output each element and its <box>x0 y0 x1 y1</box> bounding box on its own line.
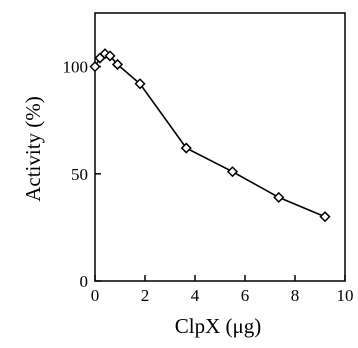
x-tick-label: 0 <box>91 286 100 305</box>
y-tick-label: 100 <box>63 58 89 77</box>
x-tick-label: 2 <box>141 286 150 305</box>
y-axis-label: Activity (%) <box>21 96 45 202</box>
data-point <box>273 191 285 203</box>
data-point <box>111 58 124 71</box>
x-tick-label: 4 <box>191 286 200 305</box>
data-point <box>134 78 146 90</box>
plot-frame <box>94 12 346 282</box>
y-tick-label: 50 <box>71 165 88 184</box>
data-point <box>180 142 192 154</box>
data-point <box>319 211 331 223</box>
x-axis-label: ClpX (μg) <box>175 314 262 338</box>
data-point <box>89 61 101 73</box>
x-tick-label: 8 <box>291 286 300 305</box>
x-tick-label: 6 <box>241 286 250 305</box>
data-point <box>104 50 116 62</box>
series-line <box>94 52 326 218</box>
y-tick-label: 0 <box>80 272 89 291</box>
x-tick-label: 10 <box>337 286 354 305</box>
data-point <box>226 166 239 178</box>
